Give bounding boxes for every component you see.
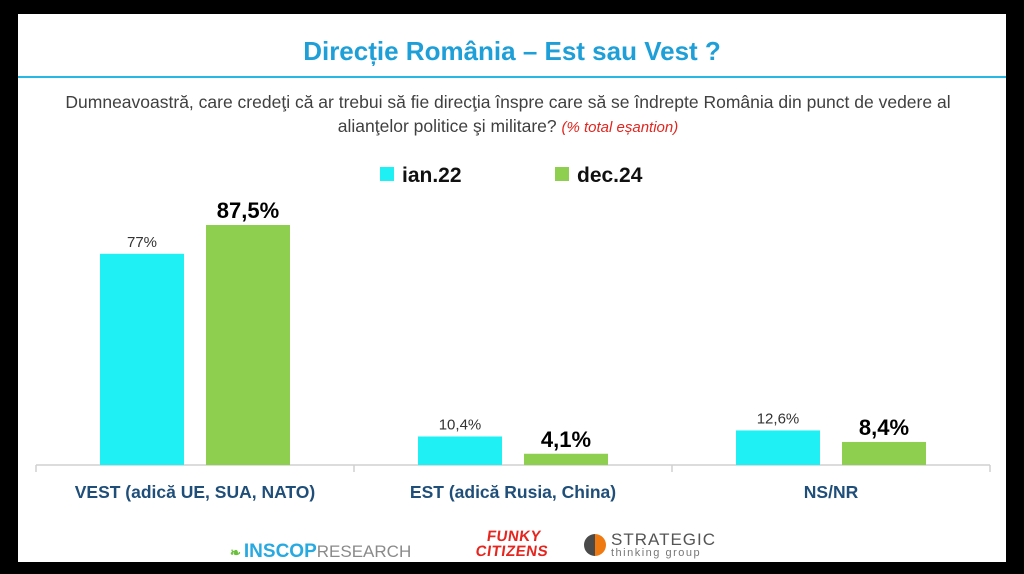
question-text: Dumneavoastră, care credeţi că ar trebui… — [65, 92, 951, 136]
leaf-icon: ❧ — [230, 545, 241, 560]
legend-label: dec.24 — [577, 164, 643, 187]
legend-item-dec24: dec.24 — [555, 164, 642, 188]
legend-swatch — [555, 167, 569, 181]
category-label: VEST (adică UE, SUA, NATO) — [75, 482, 316, 502]
funky-citizens-logo: FUNKY CITIZENS — [474, 528, 550, 560]
bar-dec24 — [842, 441, 926, 465]
bar-ian22 — [736, 430, 820, 465]
legend-label: ian.22 — [402, 164, 462, 187]
category-label: EST (adică Rusia, China) — [410, 482, 616, 502]
data-label: 87,5% — [217, 198, 279, 223]
data-label: 10,4% — [439, 416, 482, 433]
bar-chart: 77% 87,5% VEST (adică UE, SUA, NATO) 10,4% 4… — [35, 198, 991, 502]
category-label: NS/NR — [804, 482, 859, 502]
bar-dec24 — [524, 453, 608, 465]
page-title: Direcție România – Est sau Vest ? — [303, 36, 721, 66]
footer-logos: ❧ INSCOPRESEARCH FUNKY CITIZENS STRATEGIC… — [230, 528, 717, 562]
data-label: 8,4% — [859, 415, 909, 440]
data-label: 12,6% — [757, 410, 800, 427]
data-label: 77% — [127, 234, 157, 251]
data-label: 4,1% — [541, 427, 591, 452]
question-note: (% total eșantion) — [561, 119, 679, 136]
circle-logo-icon — [584, 534, 606, 556]
bar-ian22 — [418, 436, 502, 465]
legend-item-ian22: ian.22 — [380, 164, 462, 188]
slide: Direcție România – Est sau Vest ? Dumnea… — [18, 14, 1006, 562]
legend-swatch — [380, 167, 394, 181]
bar-dec24 — [206, 225, 290, 465]
inscop-logo: ❧ INSCOPRESEARCH — [230, 541, 412, 562]
survey-question: Dumneavoastră, care credeţi că ar trebui… — [58, 90, 958, 140]
title-divider — [18, 76, 1006, 78]
bar-ian22 — [100, 253, 184, 465]
